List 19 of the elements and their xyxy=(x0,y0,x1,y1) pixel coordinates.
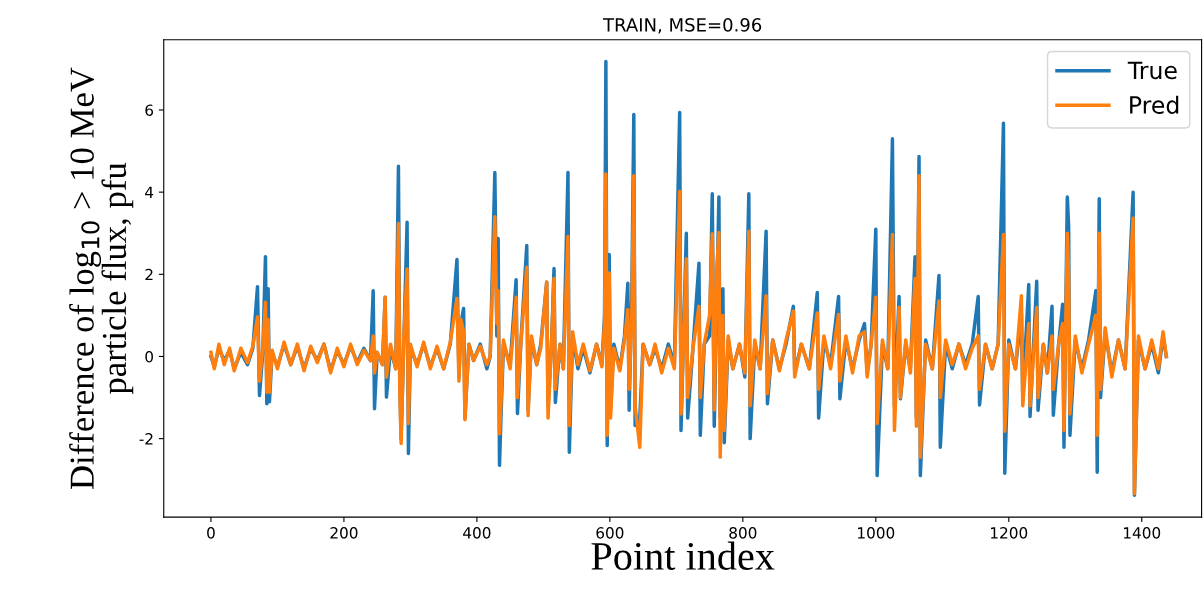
x-tick-label: 1000 xyxy=(858,527,895,539)
legend-label: Pred xyxy=(1130,95,1179,114)
y-tick-label: 6 xyxy=(145,104,154,116)
y-tick-label: 2 xyxy=(145,268,153,281)
x-tick-label: 1200 xyxy=(991,527,1028,539)
y-tick-label: 0 xyxy=(145,350,154,363)
x-axis-title: Point index xyxy=(591,541,775,570)
y-axis-title: Difference of log$_{10}$ > 10 MeV particle flux, pfu xyxy=(69,67,134,490)
x-tick-label: 200 xyxy=(330,527,358,539)
y-tick-label: -2 xyxy=(139,433,153,445)
x-tick-label: 600 xyxy=(596,527,624,539)
x-tick-label: 400 xyxy=(463,527,491,539)
chart-title: TRAIN, MSE=0.96 xyxy=(602,18,762,34)
legend-label: True xyxy=(1127,61,1177,80)
x-tick-label: 1400 xyxy=(1123,527,1161,539)
line-series xyxy=(209,172,1169,496)
x-tick-label: 0 xyxy=(207,527,215,539)
x-tick-label: 800 xyxy=(729,527,757,539)
y-tick-label: 4 xyxy=(145,186,154,198)
